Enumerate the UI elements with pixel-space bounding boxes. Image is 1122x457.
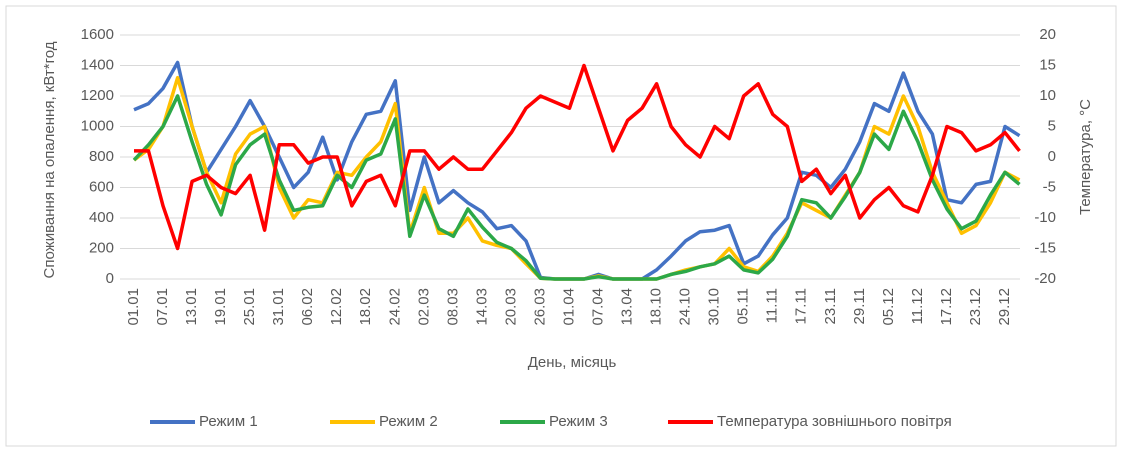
x-tick-label: 17.12 [938, 288, 955, 326]
legend-label: Температура зовнішнього повітря [717, 413, 952, 430]
y2-tick-label: 10 [1039, 87, 1056, 104]
x-tick-label: 25.01 [241, 288, 258, 326]
y2-tick-label: 5 [1048, 117, 1056, 134]
y2-tick-label: 20 [1039, 26, 1056, 43]
x-tick-label: 19.01 [212, 288, 229, 326]
y-tick-label: 1000 [81, 117, 114, 134]
x-tick-label: 05.12 [880, 288, 897, 326]
x-tick-label: 24.10 [677, 288, 694, 326]
y-tick-label: 0 [106, 270, 114, 287]
x-tick-label: 29.11 [851, 288, 868, 324]
chart-frame [5, 5, 1117, 447]
x-tick-label: 12.02 [328, 288, 345, 326]
x-tick-label: 05.11 [735, 288, 752, 324]
y-tick-label: 400 [89, 209, 114, 226]
series-line [134, 63, 1021, 251]
y-tick-label: 800 [89, 148, 114, 165]
y-tick-label: 200 [89, 239, 114, 256]
x-tick-label: 23.11 [822, 288, 839, 324]
x-tick-label: 18.02 [357, 288, 374, 326]
x-tick-label: 30.10 [706, 288, 723, 326]
y2-axis-title: Температура, °С [1077, 99, 1094, 215]
x-tick-label: 24.02 [386, 288, 403, 326]
x-tick-label: 18.10 [648, 288, 665, 326]
x-tick-label: 01.01 [125, 288, 142, 326]
x-tick-label: 29.12 [996, 288, 1013, 326]
x-tick-label: 02.03 [415, 288, 432, 326]
y-tick-label: 600 [89, 178, 114, 195]
x-tick-label: 13.01 [183, 288, 200, 326]
legend-label: Режим 1 [199, 413, 258, 430]
y2-tick-label: 15 [1039, 56, 1056, 73]
y-tick-label: 1400 [81, 56, 114, 73]
y2-tick-label: -20 [1034, 270, 1056, 287]
x-tick-label: 23.12 [967, 288, 984, 326]
x-tick-label: 11.12 [909, 288, 926, 324]
series-line [132, 94, 1021, 281]
x-tick-label: 11.11 [764, 288, 781, 323]
y-tick-label: 1200 [81, 87, 114, 104]
y2-tick-label: -10 [1034, 209, 1056, 226]
x-tick-label: 01.04 [560, 288, 577, 326]
x-tick-label: 13.04 [619, 288, 636, 326]
x-tick-label: 08.03 [444, 288, 461, 326]
y2-tick-label: -5 [1043, 178, 1056, 195]
x-axis-title: День, місяць [528, 354, 617, 371]
x-tick-label: 17.11 [793, 288, 810, 324]
y2-tick-label: -15 [1034, 239, 1056, 256]
y-axis-title: Споживання на опалення, кВт*год [41, 41, 58, 278]
legend-label: Режим 2 [379, 413, 438, 430]
x-tick-label: 14.03 [473, 288, 490, 326]
x-tick-label: 20.03 [502, 288, 519, 326]
x-tick-label: 31.01 [270, 288, 287, 326]
y-tick-label: 1600 [81, 26, 114, 43]
y2-tick-label: 0 [1048, 148, 1056, 165]
x-tick-label: 26.03 [531, 288, 548, 326]
legend-label: Режим 3 [549, 413, 608, 430]
x-tick-label: 07.01 [154, 288, 171, 326]
x-tick-label: 06.02 [299, 288, 316, 326]
x-tick-label: 07.04 [590, 288, 607, 326]
